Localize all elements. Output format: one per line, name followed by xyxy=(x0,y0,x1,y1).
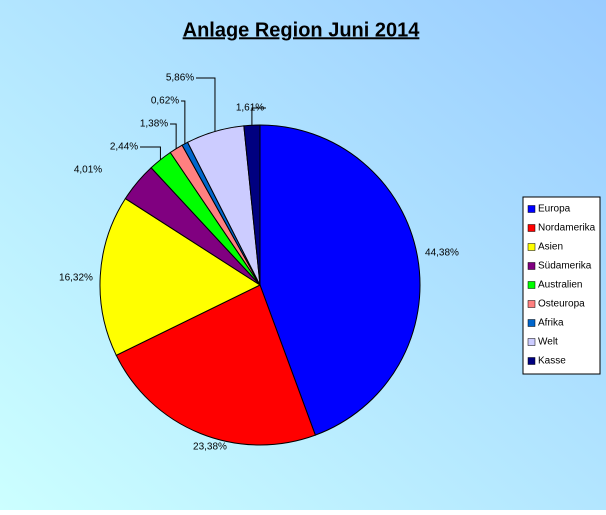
leader-line xyxy=(140,146,161,160)
legend-swatch xyxy=(527,243,536,251)
legend-label: Asien xyxy=(538,242,563,253)
data-label: 44,38% xyxy=(425,248,459,259)
data-label: 1,61% xyxy=(236,103,264,114)
pie-slice xyxy=(259,124,421,436)
legend-label: Südamerika xyxy=(538,261,592,272)
pie-slice xyxy=(99,197,262,356)
pie-slice xyxy=(115,284,316,446)
data-label: 23,38% xyxy=(193,442,227,453)
chart-title: Anlage Region Juni 2014 xyxy=(183,19,421,41)
legend-label: Australien xyxy=(538,280,582,291)
legend-swatch xyxy=(527,281,536,289)
legend-swatch xyxy=(527,357,536,365)
legend-swatch xyxy=(527,300,536,308)
leader-line xyxy=(251,107,266,126)
legend-swatch xyxy=(527,205,536,213)
leader-line xyxy=(196,77,216,132)
data-label: 5,86% xyxy=(166,73,194,84)
data-label: 0,62% xyxy=(151,96,179,107)
legend-swatch xyxy=(527,338,536,346)
data-label: 16,32% xyxy=(59,273,93,284)
legend-swatch xyxy=(527,319,536,327)
legend-swatch xyxy=(527,224,536,232)
pie-slice xyxy=(243,124,261,286)
legend-label: Welt xyxy=(538,337,558,348)
legend-swatch xyxy=(527,262,536,270)
leader-line xyxy=(170,123,177,149)
legend-label: Osteuropa xyxy=(538,299,585,310)
legend-label: Kasse xyxy=(538,356,566,367)
data-label: 2,44% xyxy=(110,142,138,153)
data-label: 4,01% xyxy=(74,165,102,176)
leader-line xyxy=(181,100,186,144)
legend-label: Nordamerika xyxy=(538,223,596,234)
legend-label: Afrika xyxy=(538,318,564,329)
legend-label: Europa xyxy=(538,204,571,215)
data-label: 1,38% xyxy=(140,119,168,130)
legend-box xyxy=(522,196,601,375)
